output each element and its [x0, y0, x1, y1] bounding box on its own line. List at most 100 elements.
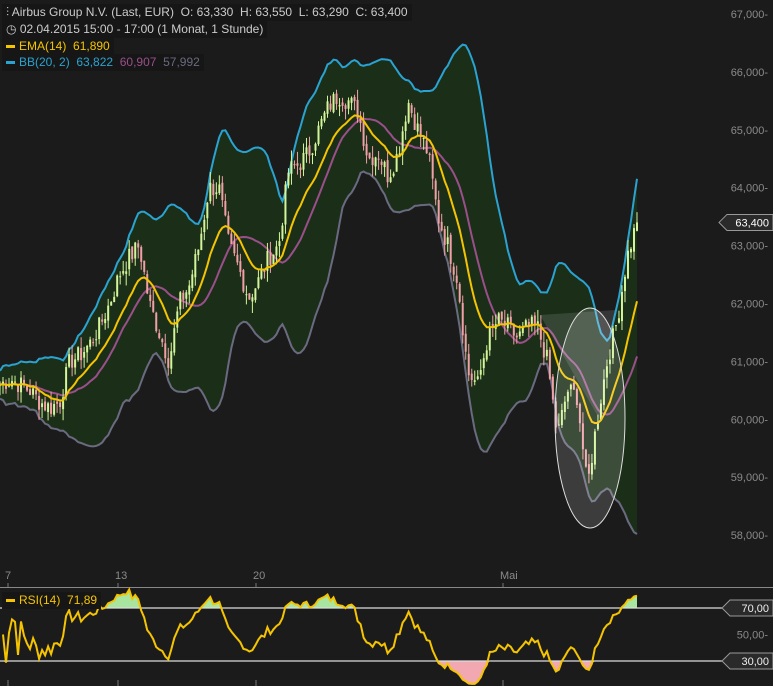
candle-up: [125, 271, 128, 274]
candle-down: [533, 315, 536, 324]
candle-up: [629, 248, 632, 253]
candle-down: [527, 321, 530, 326]
candle-up: [311, 153, 314, 155]
candle-up: [323, 112, 326, 121]
price-tick-label: 66,000-: [731, 67, 769, 79]
candle-up: [257, 277, 260, 289]
candle-down: [371, 157, 374, 166]
bb-mid-line: [0, 117, 638, 416]
candle-up: [518, 331, 521, 337]
candle-up: [89, 339, 92, 347]
candle-up: [245, 294, 248, 296]
rsi-level-tag: [721, 599, 773, 617]
candle-down: [512, 323, 515, 336]
candle-up: [398, 153, 401, 156]
open-value: O: 63,330: [180, 5, 234, 19]
candle-down: [80, 347, 83, 361]
ema-legend[interactable]: EMA(14) 61,890: [2, 38, 114, 55]
candle-down: [587, 464, 590, 474]
price-tick-label: 59,000-: [731, 472, 769, 484]
candle-up: [530, 316, 533, 327]
candle-down: [440, 221, 443, 231]
candle-down: [539, 323, 542, 340]
price-tick-label: 62,000-: [731, 299, 769, 311]
price-tick-label: 63,000-: [731, 241, 769, 253]
candle-down: [362, 120, 365, 146]
candle-down: [419, 124, 422, 137]
candle-up: [620, 291, 623, 322]
rsi-swatch-icon: [6, 599, 15, 603]
candle-up: [62, 397, 65, 410]
candle-up: [623, 276, 626, 292]
candle-up: [197, 249, 200, 256]
candle-up: [422, 138, 425, 140]
candle-down: [542, 342, 545, 358]
candle-up: [314, 143, 317, 151]
candle-up: [284, 184, 287, 225]
candle-down: [335, 93, 338, 104]
rsi-tick-label: 50,00-: [737, 630, 769, 642]
candle-down: [155, 312, 158, 332]
candle-up: [173, 328, 176, 353]
candle-up: [260, 269, 263, 279]
candle-down: [140, 246, 143, 262]
price-tick-label: 64,000-: [731, 183, 769, 195]
rsi-overbought-fill: [3, 589, 638, 608]
candle-up: [605, 366, 608, 378]
bb-swatch-icon: [6, 61, 15, 65]
candle-down: [428, 153, 431, 156]
candle-down: [35, 389, 38, 395]
candle-up: [317, 125, 320, 145]
price-tick-label: 58,000-: [731, 530, 769, 542]
candle-up: [395, 153, 398, 172]
candle-up: [416, 123, 419, 132]
candle-down: [455, 275, 458, 283]
candle-down: [356, 99, 359, 119]
rsi-oversold-fill: [3, 661, 638, 684]
candle-down: [293, 164, 296, 166]
candle-down: [344, 105, 347, 109]
candle-up: [251, 297, 254, 302]
period-text: 02.04.2015 15:00 - 17:00 (1 Monat, 1 Stu…: [19, 22, 264, 36]
candle-down: [56, 401, 59, 404]
close-value: C: 63,400: [355, 5, 408, 19]
candle-down: [572, 382, 575, 390]
candle-up: [200, 233, 203, 250]
candle-up: [404, 121, 407, 132]
candle-up: [119, 276, 122, 278]
candle-up: [590, 463, 593, 475]
ema-label: EMA(14): [19, 39, 67, 53]
rsi-legend[interactable]: RSI(14) 71,89: [2, 592, 102, 609]
candle-down: [50, 402, 53, 414]
candle-up: [446, 237, 449, 245]
candle-up: [521, 326, 524, 333]
candle-down: [92, 342, 95, 344]
candle-up: [122, 271, 125, 274]
candle-up: [14, 381, 17, 383]
candle-up: [599, 403, 602, 421]
candle-up: [536, 321, 539, 325]
candle-down: [449, 234, 452, 264]
candle-up: [614, 325, 617, 327]
candle-down: [131, 246, 134, 260]
candle-down: [233, 241, 236, 254]
date-tick-label: 7: [5, 570, 11, 582]
candle-up: [305, 147, 308, 155]
candle-down: [137, 243, 140, 248]
high-value: H: 63,550: [240, 5, 293, 19]
candle-up: [191, 274, 194, 288]
candle-down: [470, 373, 473, 381]
candle-up: [128, 248, 131, 270]
candle-up: [389, 177, 392, 182]
candle-up: [95, 339, 98, 341]
candle-up: [83, 352, 86, 358]
candle-down: [242, 270, 245, 292]
candle-down: [224, 200, 227, 216]
indicator-settings-icon[interactable]: ⫶: [6, 5, 10, 19]
bb-legend[interactable]: BB(20, 2) 63,822 60,907 57,992: [2, 54, 204, 71]
bb-upper-value: 63,822: [76, 55, 114, 69]
bb-mid-value: 60,907: [119, 55, 157, 69]
candle-down: [296, 163, 299, 166]
candle-up: [188, 285, 191, 295]
